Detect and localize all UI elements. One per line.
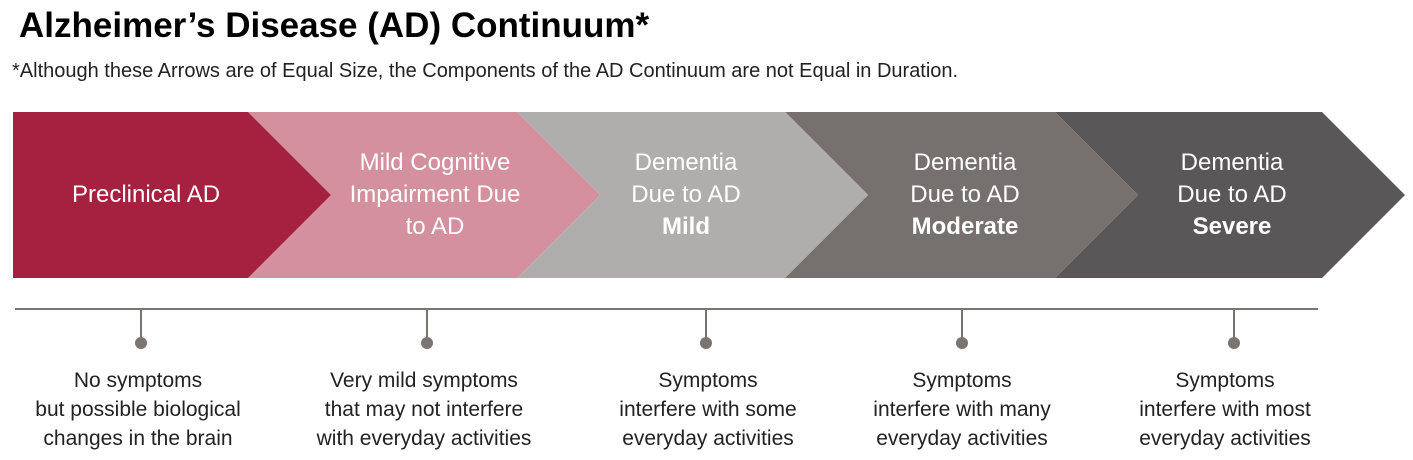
stage-emphasis: Mild — [662, 213, 710, 240]
arrow-moderate — [785, 112, 1138, 278]
stage-line: to AD — [405, 213, 465, 240]
stage-description-mci: Very mild symptoms that may not interfer… — [294, 366, 554, 453]
description-line: changes in the brain — [43, 427, 233, 450]
stage-description-mild: Symptoms interfere with some everyday ac… — [578, 366, 838, 453]
description-line: Symptoms — [658, 369, 758, 392]
timeline-marker — [700, 309, 712, 349]
stage-label-mild: Dementia Due to AD Mild — [566, 112, 806, 278]
stage-line: Dementia — [1180, 149, 1284, 176]
stage-line: Due to AD — [631, 181, 741, 208]
description-line: interfere with some — [619, 398, 797, 421]
continuum-arrows — [13, 112, 1405, 278]
description-line: Very mild symptoms — [330, 369, 518, 392]
stage-description-preclinical: No symptoms but possible biological chan… — [8, 366, 268, 453]
arrow-preclinical — [13, 112, 331, 278]
stage-description-moderate: Symptoms interfere with many everyday ac… — [832, 366, 1092, 453]
stage-description-severe: Symptoms interfere with most everyday ac… — [1095, 366, 1355, 453]
stage-label-severe: Dementia Due to AD Severe — [1112, 112, 1352, 278]
stage-emphasis: Severe — [1192, 213, 1272, 240]
diagram-title: Alzheimer’s Disease (AD) Continuum* — [19, 6, 650, 45]
description-line: but possible biological — [35, 398, 241, 421]
stage-line: Due to AD — [1177, 181, 1287, 208]
arrow-severe — [1055, 112, 1405, 278]
description-line: Symptoms — [1175, 369, 1275, 392]
description-line: that may not interfere — [324, 398, 524, 421]
arrow-mci — [248, 112, 600, 278]
description-line: everyday activities — [1139, 427, 1311, 450]
description-line: everyday activities — [876, 427, 1048, 450]
stage-line: Dementia — [913, 149, 1017, 176]
stage-line: Dementia — [634, 149, 738, 176]
stage-line: Impairment Due — [349, 181, 521, 208]
timeline-marker — [135, 309, 147, 349]
description-line: No symptoms — [73, 369, 203, 392]
timeline-marker — [956, 309, 968, 349]
stage-line: Due to AD — [910, 181, 1020, 208]
timeline-marker — [421, 309, 433, 349]
description-line: Symptoms — [912, 369, 1012, 392]
description-line: everyday activities — [622, 427, 794, 450]
stage-emphasis: Moderate — [911, 213, 1019, 240]
stage-line: Mild Cognitive — [359, 149, 511, 176]
timeline-marker — [1228, 309, 1240, 349]
description-line: with everyday activities — [316, 427, 532, 450]
diagram-subtitle: *Although these Arrows are of Equal Size… — [12, 60, 959, 82]
description-line: interfere with many — [873, 398, 1051, 421]
arrow-mild — [517, 112, 868, 278]
stage-label-mci: Mild Cognitive Impairment Due to AD — [315, 112, 555, 278]
stage-label-moderate: Dementia Due to AD Moderate — [845, 112, 1085, 278]
stage-line: Preclinical AD — [71, 181, 221, 208]
stage-label-preclinical: Preclinical AD — [26, 112, 266, 278]
description-line: interfere with most — [1139, 398, 1311, 421]
